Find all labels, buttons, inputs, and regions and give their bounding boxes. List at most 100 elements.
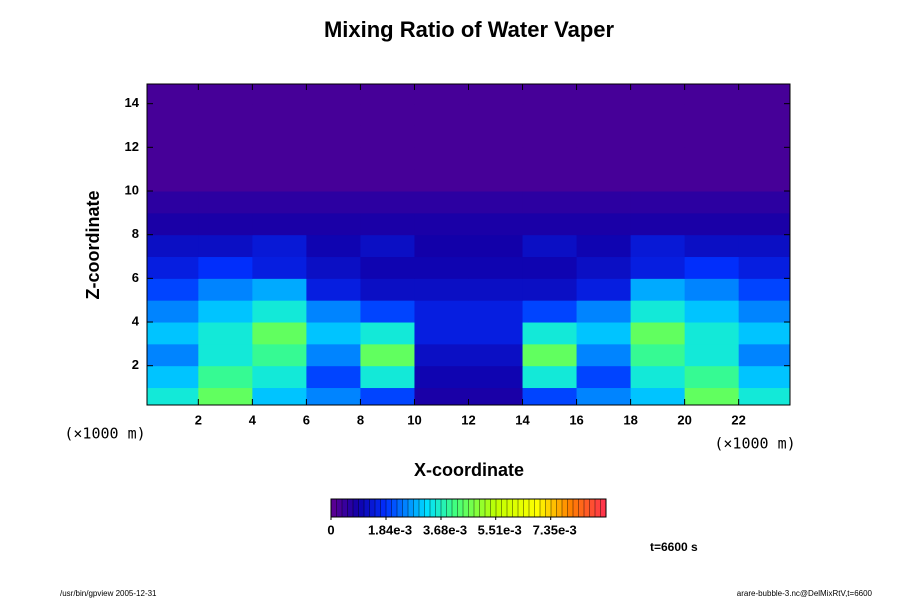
colorbar-swatch bbox=[457, 499, 464, 517]
heatmap-cell bbox=[360, 147, 415, 170]
heatmap-cell bbox=[147, 256, 199, 279]
heatmap-cell bbox=[147, 103, 199, 126]
heatmap-cell bbox=[522, 147, 578, 170]
heatmap-cell bbox=[468, 169, 524, 192]
heatmap-cell bbox=[252, 387, 307, 405]
y-unit: (×1000 m) bbox=[64, 425, 145, 443]
heatmap-cell bbox=[468, 234, 524, 258]
y-tick-label: 12 bbox=[125, 139, 139, 154]
x-tick-label: 12 bbox=[461, 412, 475, 427]
colorbar-swatch bbox=[375, 499, 381, 517]
heatmap-cell bbox=[198, 343, 253, 367]
heatmap-cell bbox=[252, 234, 307, 258]
heatmap-cell bbox=[147, 84, 199, 105]
colorbar-swatch bbox=[584, 499, 590, 517]
heatmap-cell bbox=[576, 125, 632, 148]
heatmap-cell bbox=[360, 103, 415, 126]
heatmap-cell bbox=[576, 212, 632, 236]
colorbar-swatch bbox=[347, 499, 354, 517]
heatmap-cell bbox=[252, 147, 307, 170]
heatmap-cell bbox=[576, 256, 632, 279]
heatmap-cell bbox=[252, 256, 307, 279]
heatmap-cell bbox=[468, 84, 524, 105]
y-tick-label: 4 bbox=[132, 313, 140, 328]
heatmap-cell bbox=[522, 256, 578, 279]
heatmap-cell bbox=[414, 387, 469, 405]
heatmap-cell bbox=[684, 365, 740, 389]
x-tick-label: 22 bbox=[731, 412, 745, 427]
heatmap-cell bbox=[252, 212, 307, 236]
heatmap-cell bbox=[198, 387, 253, 405]
heatmap-cell bbox=[252, 191, 307, 214]
y-tick-label: 8 bbox=[132, 226, 139, 241]
colorbar-swatch bbox=[408, 499, 414, 517]
x-axis-label: X-coordinate bbox=[414, 460, 524, 480]
heatmap-cell bbox=[414, 300, 469, 323]
x-unit: (×1000 m) bbox=[714, 435, 795, 453]
heatmap-cell bbox=[306, 169, 361, 192]
colorbar-swatch bbox=[419, 499, 425, 517]
heatmap-cell bbox=[198, 125, 253, 148]
heatmap-cell bbox=[738, 256, 790, 279]
heatmap-cell bbox=[306, 322, 361, 345]
colorbar-swatch bbox=[523, 499, 530, 517]
heatmap-cell bbox=[360, 125, 415, 148]
colorbar-swatch bbox=[369, 499, 376, 517]
heatmap-cell bbox=[630, 322, 686, 345]
heatmap-cell bbox=[576, 169, 632, 192]
x-tick-label: 10 bbox=[407, 412, 421, 427]
heatmap-cell bbox=[252, 365, 307, 389]
colorbar-tick-label: 1.84e-3 bbox=[368, 522, 412, 537]
heatmap-cell bbox=[576, 300, 632, 323]
heatmap-cell bbox=[630, 191, 686, 214]
heatmap-cell bbox=[414, 191, 469, 214]
colorbar-swatch bbox=[501, 499, 508, 517]
heatmap-cell bbox=[414, 365, 469, 389]
colorbar-swatch bbox=[391, 499, 398, 517]
heatmap-cell bbox=[306, 256, 361, 279]
colorbar-swatch bbox=[397, 499, 403, 517]
heatmap-cell bbox=[684, 169, 740, 192]
heatmap-cell bbox=[630, 256, 686, 279]
colorbar-swatch bbox=[441, 499, 447, 517]
heatmap-cell bbox=[738, 365, 790, 389]
heatmap-cell bbox=[468, 365, 524, 389]
heatmap-cell bbox=[576, 147, 632, 170]
heatmap-cell bbox=[306, 103, 361, 126]
heatmap-cell bbox=[684, 387, 740, 405]
heatmap-cell bbox=[576, 191, 632, 214]
heatmap-cell bbox=[360, 278, 415, 301]
heatmap-cell bbox=[630, 300, 686, 323]
heatmap-cell bbox=[414, 234, 469, 258]
heatmap-cell bbox=[738, 343, 790, 367]
heatmap-cell bbox=[522, 322, 578, 345]
colorbar-frame bbox=[330, 498, 607, 518]
heatmap-cell bbox=[468, 191, 524, 214]
colorbar-swatch bbox=[578, 499, 585, 517]
heatmap-cell bbox=[306, 278, 361, 301]
colorbar-swatch bbox=[562, 499, 568, 517]
heatmap-cell bbox=[468, 300, 524, 323]
heatmap-cell bbox=[522, 84, 578, 105]
heatmap-cell bbox=[738, 147, 790, 170]
heatmap-cell bbox=[684, 191, 740, 214]
heatmap-cell bbox=[306, 147, 361, 170]
heatmap-cell bbox=[468, 256, 524, 279]
heatmap-cell bbox=[468, 387, 524, 405]
colorbar-swatch bbox=[551, 499, 557, 517]
heatmap-cell bbox=[738, 169, 790, 192]
colorbar-swatch bbox=[490, 499, 497, 517]
colorbar-swatch bbox=[353, 499, 359, 517]
colorbar-swatch bbox=[595, 499, 601, 517]
heatmap-cell bbox=[468, 103, 524, 126]
heatmap-cell bbox=[414, 256, 469, 279]
heatmap-cell bbox=[414, 169, 469, 192]
heatmap-cell bbox=[198, 147, 253, 170]
heatmap-cell bbox=[147, 125, 199, 148]
heatmap-cell bbox=[468, 343, 524, 367]
x-tick-label: 4 bbox=[249, 412, 257, 427]
colorbar-swatch bbox=[342, 499, 348, 517]
heatmap-cell bbox=[630, 234, 686, 258]
y-tick-label: 2 bbox=[132, 357, 139, 372]
heatmap-cell bbox=[147, 278, 199, 301]
